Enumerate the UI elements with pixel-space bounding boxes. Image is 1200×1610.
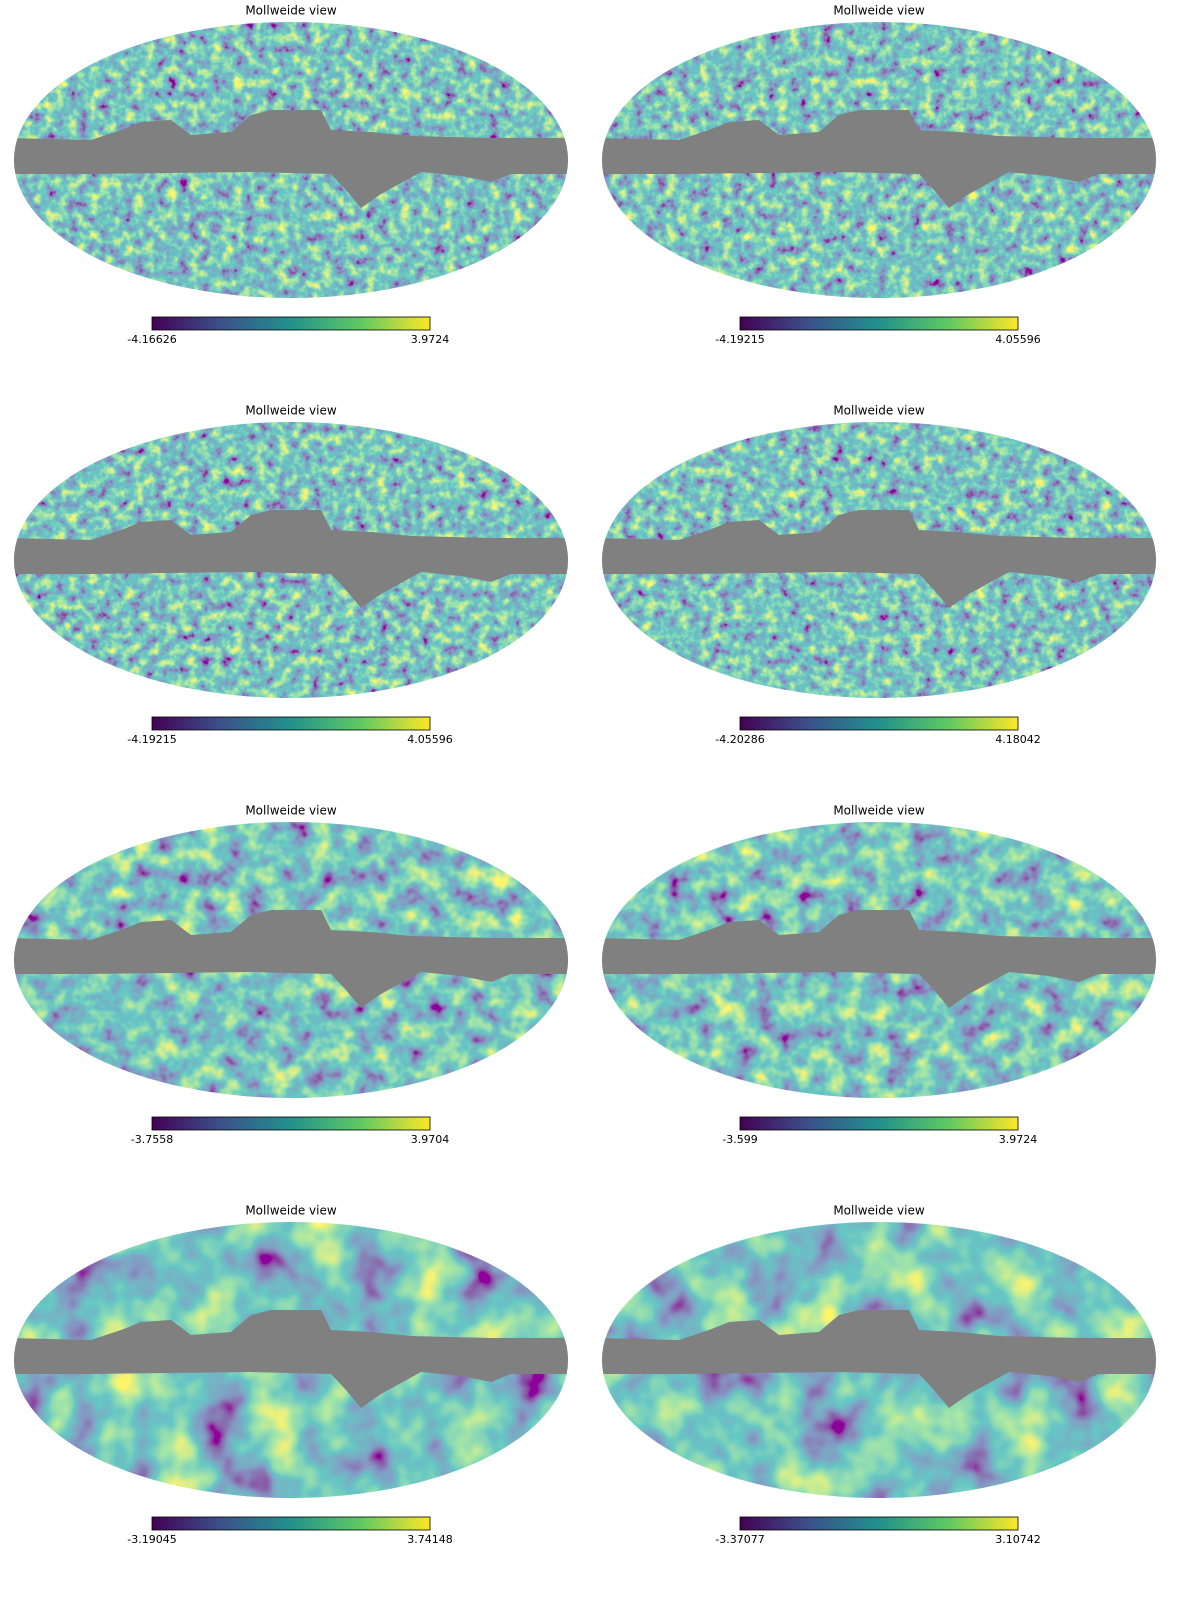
masked-region: [602, 510, 1156, 608]
colorbar: [151, 1516, 431, 1531]
panel-title: Mollweide view: [245, 804, 337, 818]
map-panel: Mollweide view -4.16626 3.9724: [14, 4, 568, 346]
panel-title: Mollweide view: [245, 1204, 337, 1218]
colorbar-max-label: 3.74148: [407, 1533, 453, 1546]
map-panel: Mollweide view -3.19045 3.74148: [14, 1204, 568, 1546]
masked-region: [14, 1310, 568, 1408]
sky-map: [602, 22, 1156, 298]
colorbar: [739, 316, 1019, 331]
colorbar-max-label: 4.18042: [995, 733, 1041, 746]
map-panel: Mollweide view -3.37077 3.10742: [602, 1204, 1156, 1546]
map-panel: Mollweide view -4.20286 4.18042: [602, 404, 1156, 746]
colorbar-max-label: 3.9724: [999, 1133, 1038, 1146]
masked-region: [14, 110, 568, 208]
map-panel: Mollweide view -3.599 3.9724: [602, 804, 1156, 1146]
colorbar-max-label: 4.05596: [407, 733, 453, 746]
masked-region: [14, 510, 568, 608]
colorbar-min-label: -4.19215: [715, 333, 764, 346]
colorbar: [739, 1516, 1019, 1531]
panel-title: Mollweide view: [245, 4, 337, 18]
map-panel: Mollweide view -3.7558 3.9704: [14, 804, 568, 1146]
masked-region: [602, 1310, 1156, 1408]
panel-title: Mollweide view: [833, 4, 925, 18]
sky-map: [14, 422, 568, 698]
sky-map: [14, 822, 568, 1098]
colorbar: [151, 716, 431, 731]
panel-title: Mollweide view: [833, 804, 925, 818]
colorbar-max-label: 3.10742: [995, 1533, 1041, 1546]
colorbar-min-label: -4.20286: [715, 733, 764, 746]
colorbar-max-label: 3.9724: [411, 333, 450, 346]
map-panel: Mollweide view -4.19215 4.05596: [602, 4, 1156, 346]
map-panel: Mollweide view -4.19215 4.05596: [14, 404, 568, 746]
sky-map: [14, 1222, 568, 1498]
sky-map: [602, 422, 1156, 698]
colorbar-min-label: -3.7558: [131, 1133, 173, 1146]
masked-region: [14, 910, 568, 1008]
colorbar-min-label: -3.37077: [715, 1533, 764, 1546]
colorbar-max-label: 3.9704: [411, 1133, 450, 1146]
colorbar-min-label: -4.16626: [127, 333, 176, 346]
sky-map: [602, 1222, 1156, 1498]
masked-region: [602, 110, 1156, 208]
colorbar-max-label: 4.05596: [995, 333, 1041, 346]
panel-title: Mollweide view: [833, 404, 925, 418]
colorbar-min-label: -3.19045: [127, 1533, 176, 1546]
masked-region: [602, 910, 1156, 1008]
colorbar: [151, 316, 431, 331]
sky-map: [602, 822, 1156, 1098]
sky-map: [14, 22, 568, 298]
colorbar-min-label: -4.19215: [127, 733, 176, 746]
panel-title: Mollweide view: [245, 404, 337, 418]
colorbar: [151, 1116, 431, 1131]
colorbar: [739, 1116, 1019, 1131]
colorbar-min-label: -3.599: [722, 1133, 757, 1146]
panel-title: Mollweide view: [833, 1204, 925, 1218]
colorbar: [739, 716, 1019, 731]
